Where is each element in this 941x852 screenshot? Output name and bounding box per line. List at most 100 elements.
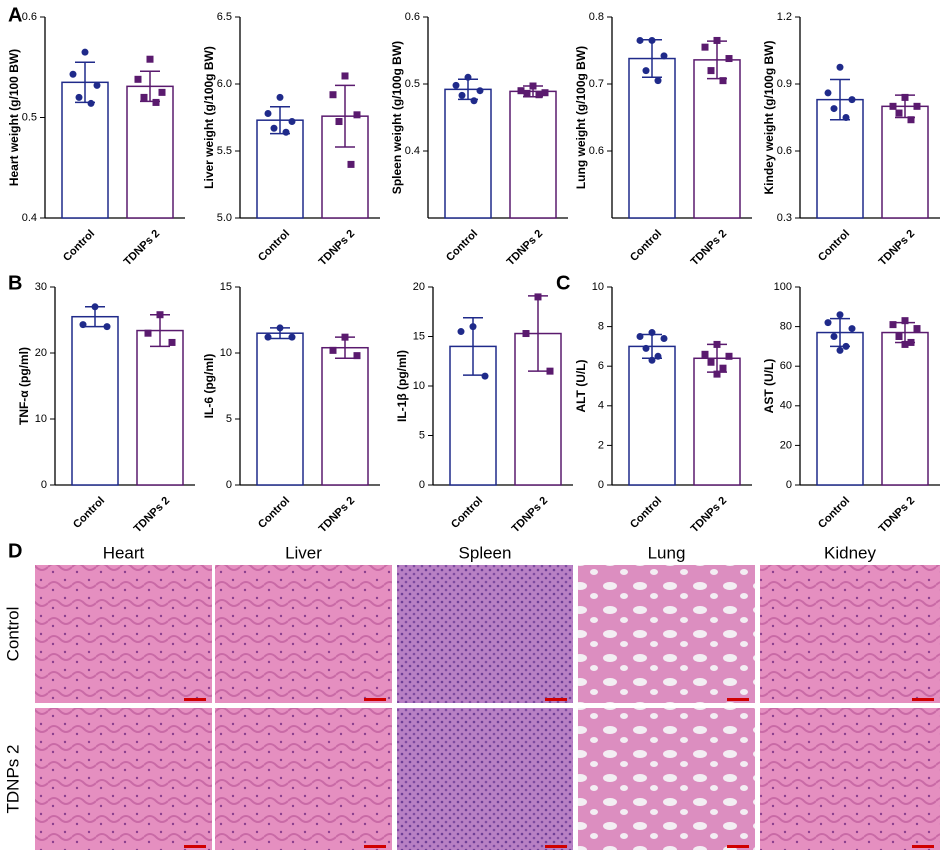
- data-point: [642, 67, 650, 75]
- y-tick-label: 5.0: [217, 212, 232, 224]
- y-tick-label: 4: [598, 400, 604, 412]
- scale-bar: [545, 845, 567, 848]
- data-point: [701, 350, 709, 358]
- x-tick-label: Control: [61, 228, 97, 264]
- chart: 0 5 10 15 IL-6 (pg/ml) Control TDNPs 2: [202, 281, 380, 535]
- data-point: [523, 89, 531, 97]
- data-point: [469, 323, 477, 331]
- x-tick-label: TDNPs 2: [317, 228, 357, 268]
- data-point: [901, 340, 909, 348]
- data-point: [534, 293, 542, 301]
- column-title: Kidney: [824, 543, 876, 562]
- data-point: [91, 303, 99, 311]
- data-point: [707, 67, 715, 75]
- column-title: Spleen: [459, 543, 512, 562]
- data-point: [713, 370, 721, 378]
- bar: [256, 119, 304, 219]
- bar: [816, 331, 864, 486]
- data-point: [517, 87, 525, 95]
- x-tick-label: TDNPs 2: [505, 228, 545, 268]
- data-point: [725, 352, 733, 360]
- data-point: [264, 333, 272, 341]
- data-point: [103, 323, 111, 331]
- chart: 0.4 0.5 0.6 Spleen weight (g/100g BW) Contro…: [390, 11, 568, 268]
- bar: [136, 329, 184, 486]
- x-tick-label: TDNPs 2: [317, 495, 357, 535]
- data-point: [288, 333, 296, 341]
- data-point: [276, 93, 284, 101]
- tissue-image: [760, 708, 940, 850]
- data-point: [836, 346, 844, 354]
- y-tick-label: 0: [598, 479, 604, 491]
- y-tick-label: 6.0: [217, 78, 232, 90]
- y-axis-label: ALT (U/L): [574, 359, 588, 412]
- y-tick-label: 100: [774, 281, 792, 293]
- y-axis-label: Spleen weight (g/100g BW): [390, 41, 404, 194]
- data-point: [824, 89, 832, 97]
- data-point: [75, 93, 83, 101]
- chart: 0 20 40 60 80 100 AST (U/L) Control TDNPs 2: [762, 281, 940, 535]
- data-point: [648, 356, 656, 364]
- data-point: [889, 102, 897, 110]
- data-point: [836, 63, 844, 71]
- y-tick-label: 5: [226, 413, 232, 425]
- x-tick-label: TDNPs 2: [877, 228, 917, 268]
- y-tick-label: 5.5: [217, 145, 232, 157]
- y-axis-label: Heart weight (g/100 BW): [7, 49, 21, 186]
- data-point: [146, 55, 154, 63]
- scale-bar: [912, 845, 934, 848]
- data-point: [152, 98, 160, 106]
- data-point: [353, 352, 361, 360]
- data-point: [713, 340, 721, 348]
- bar: [509, 90, 557, 219]
- y-tick-label: 0.8: [589, 11, 604, 23]
- x-tick-label: Control: [816, 228, 852, 264]
- y-tick-label: 0.6: [777, 145, 792, 157]
- y-tick-label: 10: [592, 281, 604, 293]
- data-point: [660, 52, 668, 60]
- data-point: [636, 36, 644, 44]
- bar: [628, 57, 676, 219]
- data-point: [134, 75, 142, 83]
- data-point: [895, 333, 903, 340]
- data-point: [913, 102, 921, 110]
- scale-bar: [184, 845, 206, 848]
- bar: [693, 59, 741, 219]
- data-point: [719, 77, 727, 85]
- data-point: [452, 81, 460, 89]
- data-point: [457, 328, 465, 336]
- data-point: [830, 333, 838, 340]
- y-tick-label: 10: [220, 347, 232, 359]
- data-point: [642, 344, 650, 352]
- y-tick-label: 0.6: [589, 145, 604, 157]
- data-point: [282, 128, 290, 136]
- data-point: [848, 96, 856, 104]
- data-point: [329, 91, 337, 99]
- x-tick-label: Control: [628, 495, 664, 531]
- data-point: [270, 124, 278, 132]
- y-axis-label: IL-1β (pg/ml): [395, 350, 409, 422]
- x-tick-label: TDNPs 2: [122, 228, 162, 268]
- y-tick-label: 0.6: [405, 11, 420, 23]
- y-tick-label: 0.7: [589, 78, 604, 90]
- data-point: [529, 82, 537, 90]
- tissue-image: [215, 708, 392, 850]
- data-point: [168, 338, 176, 346]
- y-tick-label: 30: [35, 281, 47, 293]
- column-title: Lung: [648, 543, 686, 562]
- data-point: [648, 36, 656, 44]
- data-point: [725, 55, 733, 63]
- data-point: [901, 317, 909, 325]
- x-tick-label: Control: [256, 228, 292, 264]
- data-point: [79, 321, 87, 329]
- row-title: TDNPs 2: [3, 745, 22, 814]
- y-tick-label: 80: [780, 321, 792, 333]
- panel-label: D: [8, 540, 22, 562]
- scale-bar: [727, 845, 749, 848]
- y-tick-label: 1.2: [777, 11, 792, 23]
- y-tick-label: 20: [413, 281, 425, 293]
- data-point: [276, 324, 284, 332]
- data-point: [830, 105, 838, 113]
- chart: 0.3 0.6 0.9 1.2 Kindey weight (g/100g BW) Con…: [762, 11, 940, 268]
- y-tick-label: 15: [220, 281, 232, 293]
